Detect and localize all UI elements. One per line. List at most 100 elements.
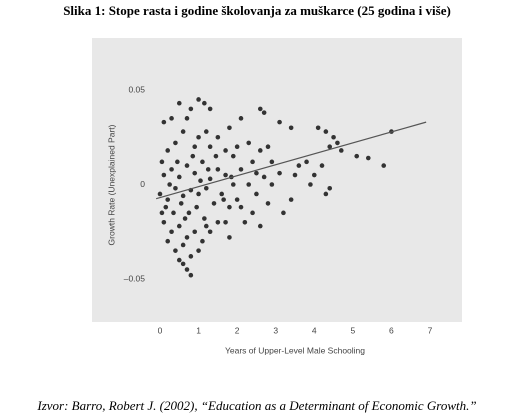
data-point xyxy=(234,197,240,202)
data-point xyxy=(277,119,282,125)
data-point xyxy=(192,229,198,235)
data-point xyxy=(171,210,176,216)
data-point xyxy=(327,185,333,191)
data-point xyxy=(223,172,228,178)
data-point xyxy=(265,201,271,206)
data-point xyxy=(257,223,263,229)
data-point xyxy=(203,223,209,229)
data-point xyxy=(296,163,302,168)
data-point xyxy=(200,159,205,165)
data-point xyxy=(211,201,217,206)
data-point xyxy=(311,172,317,178)
data-point xyxy=(269,182,275,187)
y-axis-label: Growth Rate (Unexplained Part) xyxy=(106,124,116,245)
data-point xyxy=(323,129,329,134)
data-point xyxy=(167,182,172,187)
data-point xyxy=(184,235,190,240)
data-point xyxy=(192,170,198,176)
data-point xyxy=(215,167,221,172)
data-point xyxy=(254,170,259,176)
data-point xyxy=(176,223,182,229)
data-point xyxy=(223,220,228,225)
data-point xyxy=(161,119,167,125)
data-point xyxy=(196,191,201,197)
data-point xyxy=(335,140,340,146)
x-tick-label: 7 xyxy=(428,325,433,335)
data-point xyxy=(223,148,228,153)
data-point xyxy=(165,238,171,244)
data-point xyxy=(169,167,174,172)
data-point xyxy=(215,220,221,225)
x-tick-label: 5 xyxy=(350,325,355,335)
data-point xyxy=(205,167,211,172)
data-point xyxy=(192,144,198,149)
data-point xyxy=(246,182,252,187)
data-point xyxy=(186,210,192,216)
data-point xyxy=(173,140,178,146)
data-point xyxy=(202,216,207,221)
data-point xyxy=(157,191,163,197)
data-point xyxy=(188,272,194,278)
data-point xyxy=(159,159,165,165)
data-point xyxy=(304,159,309,165)
data-point xyxy=(246,140,252,146)
data-point xyxy=(281,210,286,216)
data-point xyxy=(227,235,232,240)
trend-line xyxy=(155,121,427,200)
data-point xyxy=(184,267,190,272)
data-point xyxy=(161,172,167,178)
data-point xyxy=(163,204,169,210)
data-point xyxy=(169,229,174,235)
data-point xyxy=(180,242,186,248)
data-point xyxy=(159,210,165,216)
data-point xyxy=(323,191,329,197)
data-point xyxy=(254,191,259,197)
data-point xyxy=(184,116,190,121)
y-tick-label: 0 xyxy=(140,179,145,189)
x-tick-label: 2 xyxy=(235,325,240,335)
data-point xyxy=(288,125,294,131)
x-tick-label: 6 xyxy=(389,325,394,335)
data-point xyxy=(221,197,226,202)
data-point xyxy=(173,248,178,253)
data-point xyxy=(227,125,232,131)
x-tick-label: 4 xyxy=(312,325,317,335)
data-point xyxy=(198,178,203,184)
data-point xyxy=(178,201,184,206)
data-point xyxy=(319,163,325,168)
data-point xyxy=(161,220,167,225)
plot-panel xyxy=(92,38,462,322)
x-axis-label: Years of Upper-Level Male Schooling xyxy=(225,345,365,355)
data-point xyxy=(257,106,263,112)
data-point xyxy=(338,148,344,153)
data-point xyxy=(219,191,225,197)
data-point xyxy=(238,116,244,121)
data-point xyxy=(196,97,201,102)
data-point xyxy=(176,257,182,263)
data-point xyxy=(238,167,244,172)
data-point xyxy=(230,182,236,187)
x-tick-label: 1 xyxy=(196,325,201,335)
data-point xyxy=(196,248,201,253)
data-point xyxy=(188,254,194,259)
data-point xyxy=(315,125,321,131)
data-point xyxy=(261,110,267,115)
data-point xyxy=(169,116,174,121)
data-point xyxy=(203,185,209,191)
data-point xyxy=(381,163,387,168)
source-note: Izvor: Barro, Robert J. (2002), “Educati… xyxy=(36,398,476,413)
data-point xyxy=(182,216,188,221)
data-point xyxy=(250,210,255,216)
data-point xyxy=(261,174,267,180)
data-point xyxy=(176,174,182,180)
data-point xyxy=(354,153,360,159)
data-point xyxy=(165,197,171,202)
data-point xyxy=(180,129,186,134)
data-point xyxy=(308,182,313,187)
data-point xyxy=(200,238,205,244)
x-tick-label: 3 xyxy=(273,325,278,335)
data-point xyxy=(176,100,182,106)
data-point xyxy=(238,204,244,210)
data-point xyxy=(196,134,201,140)
